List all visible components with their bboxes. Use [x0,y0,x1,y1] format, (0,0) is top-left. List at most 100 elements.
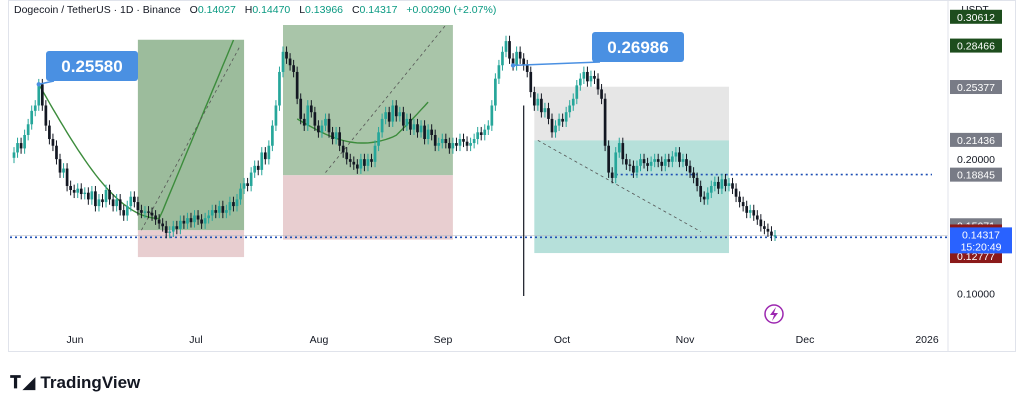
price-label-bg [950,132,1002,147]
candle-body [621,143,625,160]
candle-body [150,212,154,216]
candle-body [589,75,593,82]
candle-body [741,202,745,207]
candle-body [678,152,681,162]
candle-body [596,78,600,90]
candle-body [561,118,564,122]
candle-body [494,78,497,106]
symbol-title[interactable]: Dogecoin / TetherUS · 1D · Binance [14,4,181,16]
candle-body [628,164,632,166]
candle-body [752,210,756,216]
candle-body [394,105,398,117]
candle-body [235,199,239,207]
callout-pointer [513,61,601,67]
candle-body [593,75,596,79]
candle-body [62,168,65,173]
candle-body [26,124,30,135]
candle-body [242,183,246,189]
candle-body [486,125,490,130]
candle-body [490,105,494,126]
callout-box [46,51,138,81]
candle-body [331,132,334,140]
candle-body [759,219,763,227]
candle-body [214,210,218,213]
candle-body [610,172,614,178]
candle-body [299,98,303,119]
x-tick-label: Dec [796,334,815,346]
brand-logo[interactable]: 𝐓 ◢ TradingView [10,372,140,394]
projection-line [537,140,701,232]
candle-body [692,172,695,178]
candle-body [161,223,165,227]
candle-body [681,159,685,162]
candle-body [55,145,58,160]
callout-label: 0.25580 [61,57,122,76]
candle-body [462,139,465,142]
candle-body [738,196,741,203]
candle-body [632,165,635,173]
candle-body [295,71,299,99]
candle-body [426,129,430,140]
countdown-label: 15:20:49 [961,241,1002,253]
callout-pointer [38,80,55,86]
long-zone-profit [283,25,453,176]
candle-body [334,132,338,140]
candle-body [402,112,405,126]
candle-body [143,211,147,213]
candle-body [281,51,285,72]
candle-body [571,98,575,106]
candle-body [607,145,610,173]
candle-body [603,98,607,146]
high-label: H [244,4,253,16]
price-label-bg [950,80,1002,95]
candle-body [193,215,196,223]
candle-body [416,124,419,133]
long-zone-stop [283,175,453,240]
price-label-bg [950,167,1002,182]
candle-body [614,152,618,178]
candle-body [423,125,426,140]
candle-body [363,159,366,166]
candle-body [58,159,62,173]
price-label: 0.30612 [957,12,995,24]
projection-line [141,44,241,231]
candle-body [186,218,189,224]
candle-body [72,190,76,193]
candle-body [717,181,720,189]
candle-body [575,85,579,99]
current-price-badge [950,227,1012,254]
candle-body [671,156,674,162]
candle-body [770,231,773,236]
candle-body [582,71,586,79]
candle-body [387,112,391,122]
callout-label: 0.26986 [607,38,668,57]
candle-body [33,105,37,111]
candle-body [263,152,267,160]
candle-body [132,196,136,203]
candle-body [525,65,529,72]
candle-body [171,226,175,232]
candle-body [267,145,271,160]
candle-body [168,231,172,233]
candle-body [504,41,508,52]
candle-body [642,159,646,164]
price-chart[interactable]: 0.255800.26986JunJulAugSepOctNovDec2026U… [0,0,1024,352]
price-label: 0.12777 [957,251,995,263]
candle-body [157,219,161,224]
x-tick-label: Jul [189,334,202,346]
candle-body [302,118,306,126]
candle-body [646,163,649,166]
candle-body [359,159,363,169]
candle-body [600,89,603,99]
candle-body [773,235,777,237]
candle-body [125,206,129,216]
candle-body [115,199,118,207]
candle-body [203,218,207,224]
candle-body [140,210,143,213]
candle-body [320,125,324,133]
candle-body [731,183,734,189]
candle-body [511,58,515,66]
price-label: 0.20000 [957,154,995,166]
candle-body [90,191,94,200]
high-value: 0.14470 [252,4,291,16]
